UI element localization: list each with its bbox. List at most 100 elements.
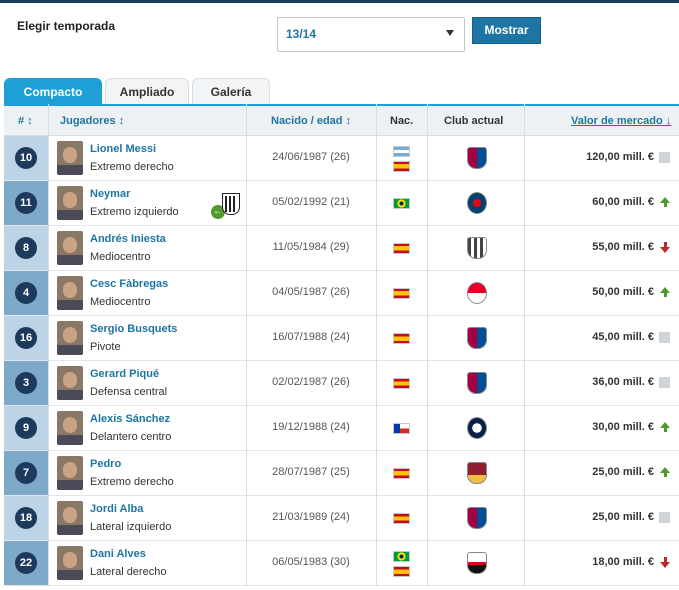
table-row: 4 Cesc Fàbregas Mediocentro 04/05/1987 (26)… bbox=[4, 271, 679, 316]
nationality-flags bbox=[377, 226, 427, 270]
nationality-flags bbox=[377, 136, 427, 180]
table-row: 11 Neymar Extremo izquierdo ← 05/02/1992 (21… bbox=[4, 181, 679, 226]
spain-flag-icon bbox=[393, 161, 410, 172]
view-tabs: Compacto Ampliado Galería bbox=[4, 78, 679, 104]
roma-crest-icon[interactable] bbox=[467, 462, 487, 484]
monaco-crest-icon[interactable] bbox=[467, 282, 487, 304]
market-value[interactable]: 36,00 mill. € bbox=[592, 376, 654, 388]
santos-crest-icon[interactable] bbox=[222, 193, 240, 215]
player-position: Mediocentro bbox=[90, 296, 151, 308]
shirt-number: 8 bbox=[15, 237, 37, 259]
col-players-header[interactable]: Jugadores ↕ bbox=[60, 115, 125, 127]
market-value[interactable]: 60,00 mill. € bbox=[592, 196, 654, 208]
sao-paulo-crest-icon[interactable] bbox=[467, 552, 487, 574]
trend-down-icon bbox=[660, 557, 670, 568]
market-value[interactable]: 18,00 mill. € bbox=[592, 556, 654, 568]
shirt-number: 18 bbox=[15, 507, 37, 529]
player-photo[interactable] bbox=[57, 141, 83, 175]
player-name-link[interactable]: Lionel Messi bbox=[90, 143, 157, 155]
player-name-link[interactable]: Alexis Sánchez bbox=[90, 413, 171, 425]
shirt-number-cell: 16 bbox=[4, 316, 48, 360]
player-name-link[interactable]: Pedro bbox=[90, 458, 122, 470]
player-photo[interactable] bbox=[57, 411, 83, 445]
table-row: 10 Lionel Messi Extremo derecho 24/06/1987 … bbox=[4, 136, 679, 181]
shirt-number: 3 bbox=[15, 372, 37, 394]
trend-unchanged-icon bbox=[659, 377, 670, 388]
market-value[interactable]: 45,00 mill. € bbox=[592, 331, 654, 343]
market-value[interactable]: 25,00 mill. € bbox=[592, 466, 654, 478]
shirt-number: 10 bbox=[15, 147, 37, 169]
player-name-link[interactable]: Jordi Alba bbox=[90, 503, 144, 515]
table-row: 9 Alexis Sánchez Delantero centro 19/12/198… bbox=[4, 406, 679, 451]
market-value[interactable]: 120,00 mill. € bbox=[586, 151, 654, 163]
inter-crest-icon[interactable] bbox=[467, 417, 487, 439]
player-photo[interactable] bbox=[57, 456, 83, 490]
player-name-link[interactable]: Andrés Iniesta bbox=[90, 233, 166, 245]
tab-ampliado[interactable]: Ampliado bbox=[105, 78, 189, 104]
player-photo[interactable] bbox=[57, 186, 83, 220]
birth-date-age: 05/02/1992 (21) bbox=[272, 196, 350, 208]
market-value[interactable]: 25,00 mill. € bbox=[592, 511, 654, 523]
player-photo[interactable] bbox=[57, 546, 83, 580]
col-value-header[interactable]: Valor de mercado ↓ bbox=[571, 115, 672, 127]
barcelona-crest-icon[interactable] bbox=[467, 507, 487, 529]
player-name-link[interactable]: Sergio Busquets bbox=[90, 323, 178, 335]
market-value[interactable]: 50,00 mill. € bbox=[592, 286, 654, 298]
tab-compacto[interactable]: Compacto bbox=[4, 78, 102, 104]
player-position: Extremo izquierdo bbox=[90, 206, 179, 218]
psg-crest-icon[interactable] bbox=[467, 192, 487, 214]
spain-flag-icon bbox=[393, 378, 410, 389]
trend-unchanged-icon bbox=[659, 152, 670, 163]
barcelona-crest-icon[interactable] bbox=[467, 147, 487, 169]
nationality-flags bbox=[377, 271, 427, 315]
barcelona-crest-icon[interactable] bbox=[467, 327, 487, 349]
col-club-header: Club actual bbox=[444, 115, 504, 127]
table-row: 3 Gerard Piqué Defensa central 02/02/1987 (… bbox=[4, 361, 679, 406]
column-divider bbox=[376, 104, 377, 586]
column-divider bbox=[524, 104, 525, 586]
market-value[interactable]: 55,00 mill. € bbox=[592, 241, 654, 253]
player-name-link[interactable]: Neymar bbox=[90, 188, 131, 200]
chile-flag-icon bbox=[393, 423, 410, 434]
player-photo[interactable] bbox=[57, 366, 83, 400]
player-position: Lateral izquierdo bbox=[90, 521, 172, 533]
spain-flag-icon bbox=[393, 288, 410, 299]
shirt-number: 16 bbox=[15, 327, 37, 349]
spain-flag-icon bbox=[393, 333, 410, 344]
player-position: Pivote bbox=[90, 341, 121, 353]
player-position: Extremo derecho bbox=[90, 161, 174, 173]
player-photo[interactable] bbox=[57, 231, 83, 265]
player-photo[interactable] bbox=[57, 276, 83, 310]
tab-galeria[interactable]: Galería bbox=[192, 78, 270, 104]
barcelona-crest-icon[interactable] bbox=[467, 372, 487, 394]
table-header: # ↕ Jugadores ↕ Nacido / edad ↕ Nac. Clu… bbox=[4, 104, 679, 136]
shirt-number: 9 bbox=[15, 417, 37, 439]
player-position: Extremo derecho bbox=[90, 476, 174, 488]
birth-date-age: 02/02/1987 (26) bbox=[272, 376, 350, 388]
nationality-flags bbox=[377, 451, 427, 495]
vissel-kobe-crest-icon[interactable] bbox=[467, 237, 487, 259]
shirt-number: 22 bbox=[15, 552, 37, 574]
spain-flag-icon bbox=[393, 468, 410, 479]
nationality-flags bbox=[377, 496, 427, 540]
shirt-number-cell: 7 bbox=[4, 451, 48, 495]
player-photo[interactable] bbox=[57, 501, 83, 535]
col-number-header[interactable]: # ↕ bbox=[18, 115, 33, 127]
trend-down-icon bbox=[660, 242, 670, 253]
market-value[interactable]: 30,00 mill. € bbox=[592, 421, 654, 433]
shirt-number-cell: 22 bbox=[4, 541, 48, 585]
shirt-number-cell: 18 bbox=[4, 496, 48, 540]
show-button[interactable]: Mostrar bbox=[472, 17, 541, 44]
player-name-link[interactable]: Gerard Piqué bbox=[90, 368, 160, 380]
birth-date-age: 06/05/1983 (30) bbox=[272, 556, 350, 568]
shirt-number-cell: 3 bbox=[4, 361, 48, 405]
player-photo[interactable] bbox=[57, 321, 83, 355]
season-select[interactable]: 13/14 bbox=[277, 17, 465, 52]
spain-flag-icon bbox=[393, 513, 410, 524]
player-name-link[interactable]: Cesc Fàbregas bbox=[90, 278, 169, 290]
shirt-number-cell: 11 bbox=[4, 181, 48, 225]
table-row: 22 Dani Alves Lateral derecho 06/05/1983 (3… bbox=[4, 541, 679, 586]
trend-up-icon bbox=[660, 467, 670, 477]
player-name-link[interactable]: Dani Alves bbox=[90, 548, 146, 560]
col-born-header[interactable]: Nacido / edad ↕ bbox=[271, 115, 352, 127]
